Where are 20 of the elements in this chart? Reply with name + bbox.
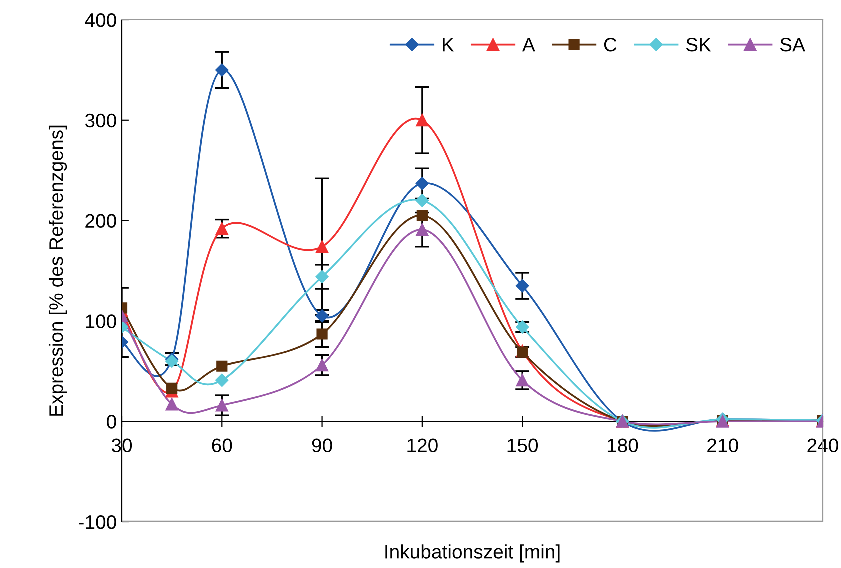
legend-label: C: [604, 38, 617, 52]
legend-label: A: [522, 38, 536, 52]
y-tick-label: 200: [86, 214, 116, 228]
y-axis-title: Expression [% des Referenzgens]: [48, 126, 68, 416]
x-tick-label: 150: [508, 438, 538, 453]
legend-label: SK: [686, 38, 712, 52]
x-tick-label: 120: [408, 438, 438, 453]
y-tick-label: -100: [79, 515, 116, 530]
y-tick-label: 400: [85, 13, 116, 28]
y-tick-label: 100: [86, 314, 116, 328]
x-tick-label: 90: [312, 438, 332, 453]
x-tick-label: 180: [608, 438, 638, 453]
legend-label: SA: [780, 38, 806, 52]
x-tick-label: 210: [708, 438, 738, 453]
y-tick-label: 0: [107, 415, 116, 429]
x-axis-title: Inkubationszeit [min]: [386, 544, 560, 563]
legend-label: K: [443, 38, 454, 52]
x-tick-label: 240: [808, 438, 838, 453]
x-tick-label: 60: [212, 438, 232, 453]
y-tick-label: 300: [85, 114, 116, 128]
